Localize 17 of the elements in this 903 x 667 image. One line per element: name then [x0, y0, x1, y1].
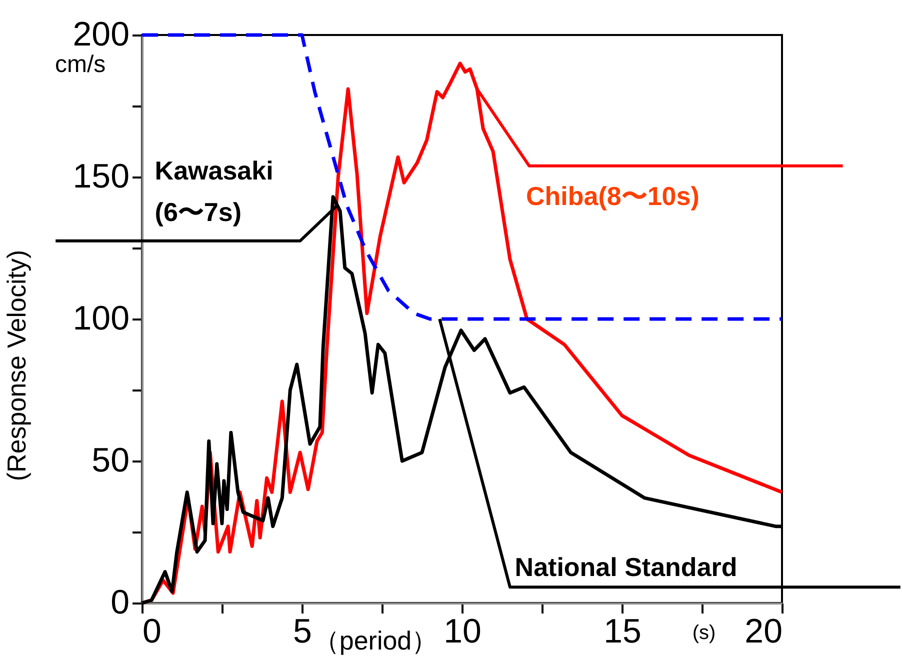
annotation: Chiba(8〜10s) — [526, 180, 700, 211]
x-tick-label: 10 — [444, 612, 482, 650]
y-tick-label: 0 — [110, 584, 130, 622]
y-axis-title: (Response Velocity) — [2, 250, 32, 482]
x-axis-title: （period） — [313, 626, 438, 656]
annotation: Kawasaki (6〜7s) — [154, 155, 274, 227]
y-tick-label: 100 — [72, 300, 130, 338]
x-tick-label: 15 — [604, 612, 642, 650]
y-tick-label: 50 — [92, 442, 130, 480]
x-tick-label: 20 — [744, 612, 782, 650]
text: cm/s — [54, 51, 106, 78]
y-tick-label: 200 — [72, 16, 130, 54]
x-tick-label: 5 — [293, 612, 312, 650]
y-tick-label: 150 — [72, 158, 130, 196]
x-tick-label: 0 — [142, 612, 162, 650]
annotation: National Standard — [514, 552, 738, 582]
text: (s) — [692, 622, 716, 644]
